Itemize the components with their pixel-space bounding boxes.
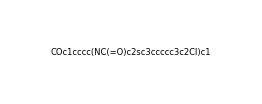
Text: COc1cccc(NC(=O)c2sc3ccccc3c2Cl)c1: COc1cccc(NC(=O)c2sc3ccccc3c2Cl)c1 [51, 48, 211, 56]
